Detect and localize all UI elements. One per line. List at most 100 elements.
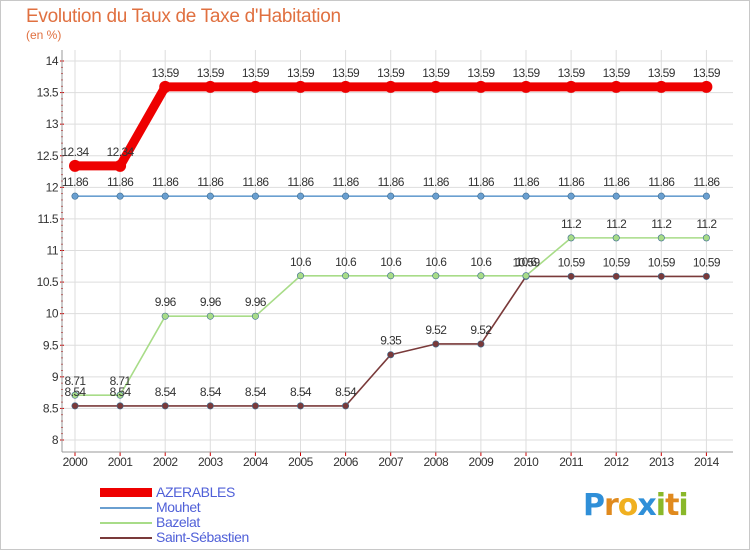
data-label-azerables: 13.59 [152,66,180,80]
data-label-saint-sebastien: 10.59 [558,255,586,269]
x-tick-label: 2005 [288,455,314,469]
data-label-azerables: 13.59 [467,66,495,80]
grid-lines [62,50,733,452]
data-point-azerables [655,80,668,93]
x-tick-label: 2012 [604,455,630,469]
data-label-saint-sebastien: 8.54 [110,385,132,399]
data-point-mouhet [567,192,575,200]
data-label-mouhet: 11.86 [648,175,675,189]
legend-item-azerables: AZERABLES [100,485,340,500]
data-point-bazelat [522,272,530,280]
x-tick-label: 2014 [694,455,720,469]
legend-item-bazelat: Bazelat [100,515,340,530]
data-point-mouhet [342,192,350,200]
data-point-mouhet [702,192,710,200]
chart-subtitle: (en %) [26,28,62,42]
data-point-azerables [384,80,397,93]
data-point-bazelat [342,272,350,280]
data-point-saint-sebastien [71,402,79,410]
data-label-bazelat: 11.2 [606,217,627,231]
data-label-saint-sebastien: 9.52 [425,323,447,337]
y-tick-label: 13.5 [37,86,59,100]
data-label-azerables: 13.59 [332,66,360,80]
data-point-azerables [429,80,442,93]
x-tick-label: 2011 [559,455,584,469]
data-label-mouhet: 11.86 [62,175,89,189]
logo-letter: i [655,488,666,523]
data-point-saint-sebastien [657,272,665,280]
data-label-mouhet: 11.86 [603,175,630,189]
data-label-mouhet: 11.86 [152,175,179,189]
legend: AZERABLES Mouhet Bazelat Saint-Sébastien [100,485,340,545]
x-tick-label: 2006 [333,455,359,469]
data-label-saint-sebastien: 8.54 [245,385,267,399]
data-point-mouhet [71,192,79,200]
data-label-mouhet: 11.86 [558,175,585,189]
data-point-saint-sebastien [567,272,575,280]
data-label-mouhet: 11.86 [333,175,360,189]
data-point-azerables [339,80,352,93]
data-point-bazelat [387,272,395,280]
data-label-bazelat: 11.2 [696,217,717,231]
data-label-mouhet: 11.86 [242,175,269,189]
series-lines [69,80,713,410]
x-tick-label: 2009 [469,455,495,469]
data-label-bazelat: 8.71 [110,374,132,388]
data-point-azerables [204,80,217,93]
data-label-saint-sebastien: 10.59 [603,255,631,269]
data-label-saint-sebastien: 9.52 [470,323,492,337]
data-point-bazelat [71,391,79,399]
data-point-saint-sebastien [251,402,259,410]
proxiti-logo: Proxiti [583,488,689,523]
data-label-mouhet: 11.86 [423,175,450,189]
y-tick-label: 11 [47,244,59,258]
data-label-mouhet: 11.86 [107,175,134,189]
data-label-azerables: 13.59 [377,66,405,80]
data-labels: 8.54 8.54 8.54 8.54 8.54 8.54 8.54 9.35 9.52 9.52… [61,66,721,399]
legend-item-mouhet: Mouhet [100,500,340,515]
data-point-saint-sebastien [161,402,169,410]
x-tick-label: 2007 [378,455,404,469]
x-tick-label: 2004 [243,455,269,469]
x-tick-label: 2013 [649,455,675,469]
data-point-azerables [249,80,262,93]
data-point-mouhet [432,192,440,200]
data-point-mouhet [116,192,124,200]
logo-letter: P [583,488,605,523]
x-tick-label: 2008 [423,455,449,469]
legend-swatch-azerables [100,488,152,497]
y-tick-label: 8.5 [43,401,59,415]
data-label-bazelat: 10.6 [335,255,357,269]
data-point-mouhet [161,192,169,200]
data-label-saint-sebastien: 8.54 [335,385,357,399]
logo-letter: r [604,488,619,523]
data-point-saint-sebastien [477,340,485,348]
data-point-mouhet [612,192,620,200]
data-point-mouhet [206,192,214,200]
logo-letter: x [637,488,656,523]
data-point-bazelat [657,234,665,242]
data-label-azerables: 13.59 [197,66,225,80]
data-point-mouhet [387,192,395,200]
data-label-azerables: 13.59 [648,66,676,80]
data-point-saint-sebastien [387,351,395,359]
data-point-azerables [474,80,487,93]
data-label-mouhet: 11.86 [287,175,314,189]
data-point-bazelat [206,312,214,320]
legend-item-saint-sebastien: Saint-Sébastien [100,530,340,545]
data-point-bazelat [702,234,710,242]
x-tick-label: 2000 [63,455,89,469]
logo-letter: i [678,488,688,523]
data-point-azerables [294,80,307,93]
data-label-bazelat: 9.96 [245,295,267,309]
data-label-saint-sebastien: 8.54 [155,385,177,399]
y-tick-label: 8 [52,433,59,447]
data-label-azerables: 13.59 [422,66,450,80]
x-tick-label: 2001 [108,455,134,469]
y-tick-label: 10 [46,307,59,321]
data-point-bazelat [432,272,440,280]
legend-label-saint-sebastien: Saint-Sébastien [156,529,249,545]
data-label-saint-sebastien: 9.35 [380,334,402,348]
y-tick-label: 9 [52,370,59,384]
